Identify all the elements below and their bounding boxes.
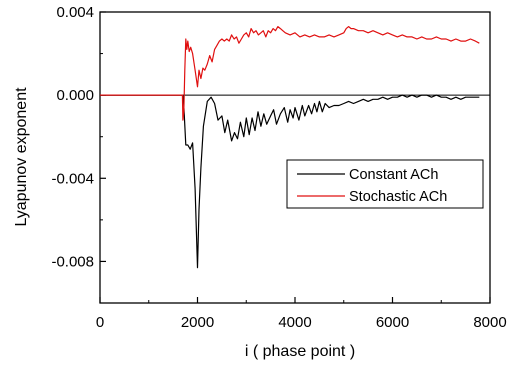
x-tick-label: 4000 — [278, 314, 311, 331]
y-tick-label: 0.004 — [56, 4, 94, 21]
x-axis-title: i ( phase point ) — [245, 343, 355, 360]
series-line-stochastic-ach — [100, 26, 480, 121]
y-tick-label: -0.004 — [51, 170, 94, 187]
axis-ticks — [99, 11, 491, 304]
legend: Constant ACh Stochastic ACh — [286, 159, 484, 209]
y-tick-label: 0.000 — [56, 87, 94, 104]
x-tick-label: 6000 — [376, 314, 409, 331]
series-line-constant-ach — [100, 94, 480, 269]
x-tick-label: 8000 — [473, 314, 506, 331]
x-tick-label: 2000 — [181, 314, 214, 331]
plot-frame — [99, 11, 491, 304]
plot-border — [99, 11, 491, 304]
y-axis-title: Lyapunov exponent — [13, 87, 30, 227]
x-tick-label: 0 — [96, 314, 104, 331]
axis-tick-labels: 0 2000 4000 6000 8000 0.004 0.000 -0.004 -0.008 — [51, 4, 506, 331]
series-layer — [100, 26, 480, 269]
legend-label: Stochastic ACh — [349, 189, 447, 205]
legend-label: Constant ACh — [349, 167, 438, 183]
legend-box — [286, 159, 484, 209]
y-tick-label: -0.008 — [51, 253, 94, 270]
